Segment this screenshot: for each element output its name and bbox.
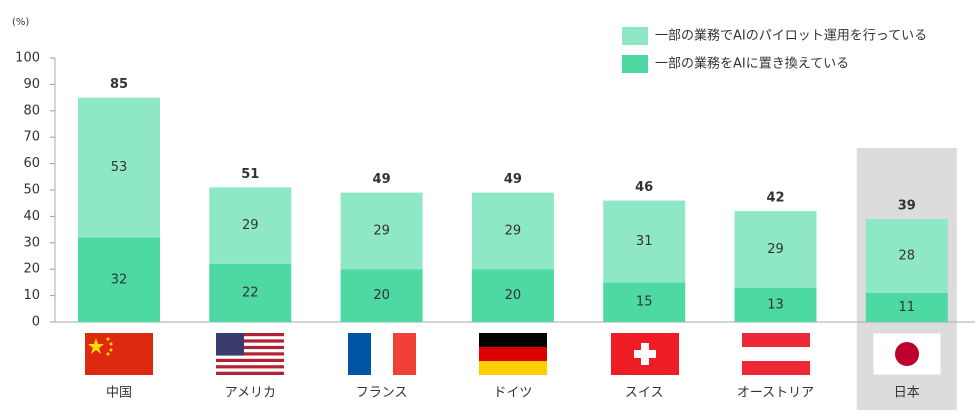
flag-germany [479, 333, 547, 375]
bar-segment [603, 200, 686, 283]
x-tick-label: スイス [625, 386, 664, 401]
value-label: 15 [636, 295, 653, 310]
value-label: 22 [242, 285, 259, 300]
y-tick-label: 20 [23, 262, 40, 277]
value-label: 28 [899, 249, 916, 264]
flag-japan [872, 332, 942, 376]
value-label: 20 [373, 288, 390, 303]
value-label: 13 [767, 297, 784, 312]
value-label: 29 [505, 223, 522, 238]
x-tick-label: 中国 [106, 386, 132, 401]
total-label: 46 [635, 180, 653, 195]
legend-label: 一部の業務をAIに置き換えている [655, 56, 849, 72]
value-label: 29 [373, 223, 390, 238]
value-label: 31 [636, 234, 653, 249]
x-tick-label: オーストリア [737, 386, 814, 401]
value-label: 11 [899, 300, 916, 315]
x-tick-label: フランス [356, 386, 408, 401]
bar-segment [78, 237, 160, 322]
value-label: 29 [767, 242, 784, 257]
flags [85, 332, 942, 376]
bar-segment [471, 269, 554, 322]
flag-china [85, 333, 153, 375]
legend-label: 一部の業務でAIのパイロット運用を行っている [655, 28, 927, 44]
y-tick-label: 40 [23, 209, 40, 224]
flag-austria [742, 333, 810, 375]
bar-segment [471, 192, 554, 270]
x-tick-label: アメリカ [225, 386, 276, 401]
y-tick-label: 80 [23, 103, 40, 118]
bar-segment [340, 192, 423, 270]
bar-segment [865, 219, 948, 293]
flag-usa [216, 333, 284, 375]
bar-segment [603, 282, 686, 322]
total-label: 85 [110, 77, 128, 92]
flag-france [348, 333, 416, 375]
bar-segment [209, 263, 292, 322]
value-label: 53 [111, 160, 128, 175]
legend-swatch [622, 27, 648, 45]
value-label: 20 [505, 288, 522, 303]
bar-segment [209, 187, 292, 264]
y-tick-label: 30 [23, 235, 40, 250]
flag-switzerland [611, 333, 679, 375]
bar-segment [78, 97, 160, 238]
y-tick-label: 90 [23, 77, 40, 92]
bar-segment [340, 269, 423, 322]
total-label: 49 [504, 172, 522, 187]
bar-segment [734, 287, 817, 322]
total-label: 39 [898, 199, 916, 214]
y-tick-label: 70 [23, 130, 40, 145]
bar-segment [734, 211, 817, 288]
bar-segment [865, 292, 948, 322]
total-label: 49 [373, 172, 391, 187]
y-tick-label: 60 [23, 156, 40, 171]
total-label: 51 [241, 167, 259, 182]
x-tick-label: 日本 [894, 386, 920, 401]
y-tick-label: 10 [23, 288, 40, 303]
total-label: 42 [766, 191, 784, 206]
value-label: 32 [111, 272, 128, 287]
legend-swatch [622, 55, 648, 73]
y-unit: (%) [12, 17, 29, 28]
x-tick-label: ドイツ [493, 386, 532, 401]
y-tick-label: 50 [23, 183, 40, 198]
y-tick-label: 0 [32, 315, 40, 330]
y-tick-label: 100 [15, 51, 40, 66]
value-label: 29 [242, 218, 259, 233]
